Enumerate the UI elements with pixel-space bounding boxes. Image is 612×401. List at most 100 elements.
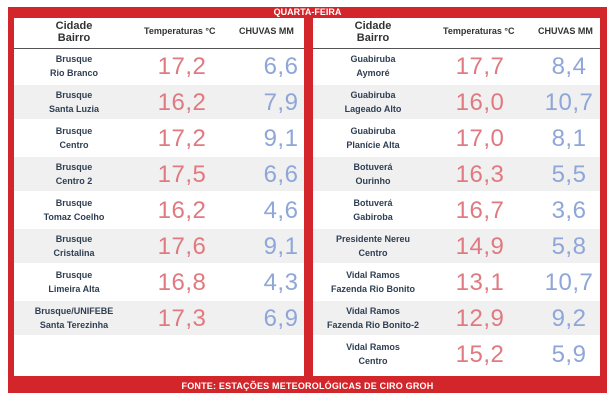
- district-name: Centro 2: [55, 176, 93, 186]
- city-name: Brusque: [55, 234, 93, 244]
- table-row: Vidal Ramos Centro 15,2 5,9: [313, 337, 600, 371]
- city-name: Guabiruba: [350, 90, 396, 100]
- table-row: Botuverá Gabiroba 16,7 3,6: [313, 193, 600, 227]
- table-row: Brusque Limeira Alta 16,8 4,3: [14, 265, 304, 299]
- temperature-value: 16,8: [157, 269, 207, 296]
- rain-value: 9,1: [263, 233, 299, 260]
- rain-value: 10,7: [544, 89, 594, 116]
- location-cell: Botuverá Gabiroba: [313, 196, 433, 224]
- header-city: Cidade Bairro: [14, 20, 134, 44]
- location-cell: Vidal Ramos Fazenda Rio Bonito-2: [313, 304, 433, 332]
- location-cell: Brusque Cristalina: [14, 232, 134, 260]
- district-name: Gabiroba: [353, 212, 393, 222]
- city-name: Vidal Ramos: [346, 270, 400, 280]
- source-footer: FONTE: ESTAÇÕES METEOROLÓGICAS DE CIRO G…: [181, 381, 434, 391]
- table-row: Vidal Ramos Fazenda Rio Bonito-2 12,9 9,2: [313, 301, 600, 335]
- rain-value: 7,9: [263, 89, 299, 116]
- district-name: Centro: [358, 356, 388, 366]
- temperature-value: 17,0: [455, 125, 505, 152]
- city-name: Brusque: [55, 270, 93, 280]
- district-name: Fazenda Rio Bonito-2: [327, 320, 419, 330]
- location-cell: Vidal Ramos Fazenda Rio Bonito: [313, 268, 433, 296]
- table-row: Brusque Santa Luzia 16,2 7,9: [14, 85, 304, 119]
- rain-value: 5,5: [551, 161, 587, 188]
- rain-value: 4,6: [263, 197, 299, 224]
- rain-value: 8,4: [551, 53, 587, 80]
- temperature-value: 15,2: [455, 341, 505, 368]
- temperature-value: 16,2: [157, 89, 207, 116]
- table-row: Brusque/UNIFEBE Santa Terezinha 17,3 6,9: [14, 301, 304, 335]
- city-name: Botuverá: [353, 198, 393, 208]
- rain-value: 5,8: [551, 233, 587, 260]
- city-name: Brusque: [55, 126, 93, 136]
- rain-value: 8,1: [551, 125, 587, 152]
- header-city-line1: Cidade: [354, 20, 392, 32]
- rain-value: 3,6: [551, 197, 587, 224]
- city-name: Brusque: [55, 54, 93, 64]
- table-row: Presidente Nereu Centro 14,9 5,8: [313, 229, 600, 263]
- table-row: Guabiruba Aymoré 17,7 8,4: [313, 49, 600, 83]
- location-cell: Presidente Nereu Centro: [313, 232, 433, 260]
- header-rain: CHUVAS MM: [239, 26, 294, 36]
- city-name: Presidente Nereu: [335, 234, 411, 244]
- location-cell: Brusque Centro 2: [14, 160, 134, 188]
- rain-value: 4,3: [263, 269, 299, 296]
- weather-table-frame: QUARTA-FEIRA Cidade Bairro Temperaturas …: [8, 7, 607, 393]
- header-city-line2: Bairro: [356, 32, 390, 44]
- temperature-value: 17,2: [157, 53, 207, 80]
- city-name: Guabiruba: [350, 126, 396, 136]
- temperature-value: 16,2: [157, 197, 207, 224]
- header-city-line2: Bairro: [57, 32, 91, 44]
- district-name: Santa Luzia: [48, 104, 99, 114]
- day-title: QUARTA-FEIRA: [273, 7, 342, 17]
- temperature-value: 17,5: [157, 161, 207, 188]
- location-cell: Vidal Ramos Centro: [313, 340, 433, 368]
- temperature-value: 16,3: [455, 161, 505, 188]
- right-panel: Cidade Bairro Temperaturas °C CHUVAS MM …: [313, 18, 600, 376]
- temperature-value: 16,7: [455, 197, 505, 224]
- table-row: Brusque Centro 2 17,5 6,6: [14, 157, 304, 191]
- rain-value: 6,9: [263, 305, 299, 332]
- rain-value: 6,6: [263, 161, 299, 188]
- header-city: Cidade Bairro: [313, 20, 433, 44]
- city-name: Guabiruba: [350, 54, 396, 64]
- district-name: Limeira Alta: [48, 284, 100, 294]
- city-name: Brusque/UNIFEBE: [34, 306, 114, 316]
- header-temperature: Temperaturas °C: [144, 26, 216, 36]
- city-name: Botuverá: [353, 162, 393, 172]
- right-header: Cidade Bairro Temperaturas °C CHUVAS MM: [313, 18, 600, 49]
- table-row: Guabiruba Planície Alta 17,0 8,1: [313, 121, 600, 155]
- header-temperature: Temperaturas °C: [443, 26, 515, 36]
- temperature-value: 12,9: [455, 305, 505, 332]
- temperature-value: 17,7: [455, 53, 505, 80]
- temperature-value: 17,6: [157, 233, 207, 260]
- location-cell: Brusque Rio Branco: [14, 52, 134, 80]
- table-row: Brusque Tomaz Coelho 16,2 4,6: [14, 193, 304, 227]
- location-cell: Guabiruba Aymoré: [313, 52, 433, 80]
- district-name: Cristalina: [53, 248, 95, 258]
- table-row: Vidal Ramos Fazenda Rio Bonito 13,1 10,7: [313, 265, 600, 299]
- district-name: Tomaz Coelho: [43, 212, 105, 222]
- city-name: Brusque: [55, 198, 93, 208]
- district-name: Ourinho: [355, 176, 391, 186]
- header-city-line1: Cidade: [55, 20, 93, 32]
- district-name: Rio Branco: [49, 68, 98, 78]
- location-cell: Brusque Centro: [14, 124, 134, 152]
- rain-value: 5,9: [551, 341, 587, 368]
- rain-value: 10,7: [544, 269, 594, 296]
- temperature-value: 17,3: [157, 305, 207, 332]
- table-row: Brusque Centro 17,2 9,1: [14, 121, 304, 155]
- location-cell: Botuverá Ourinho: [313, 160, 433, 188]
- location-cell: Guabiruba Lageado Alto: [313, 88, 433, 116]
- left-header: Cidade Bairro Temperaturas °C CHUVAS MM: [14, 18, 304, 49]
- rain-value: 9,1: [263, 125, 299, 152]
- temperature-value: 16,0: [455, 89, 505, 116]
- district-name: Lageado Alto: [344, 104, 402, 114]
- table-row: Botuverá Ourinho 16,3 5,5: [313, 157, 600, 191]
- district-name: Centro: [358, 248, 388, 258]
- table-row: Brusque Rio Branco 17,2 6,6: [14, 49, 304, 83]
- location-cell: Brusque Limeira Alta: [14, 268, 134, 296]
- district-name: Centro: [59, 140, 89, 150]
- temperature-value: 17,2: [157, 125, 207, 152]
- left-panel: Cidade Bairro Temperaturas °C CHUVAS MM …: [14, 18, 304, 376]
